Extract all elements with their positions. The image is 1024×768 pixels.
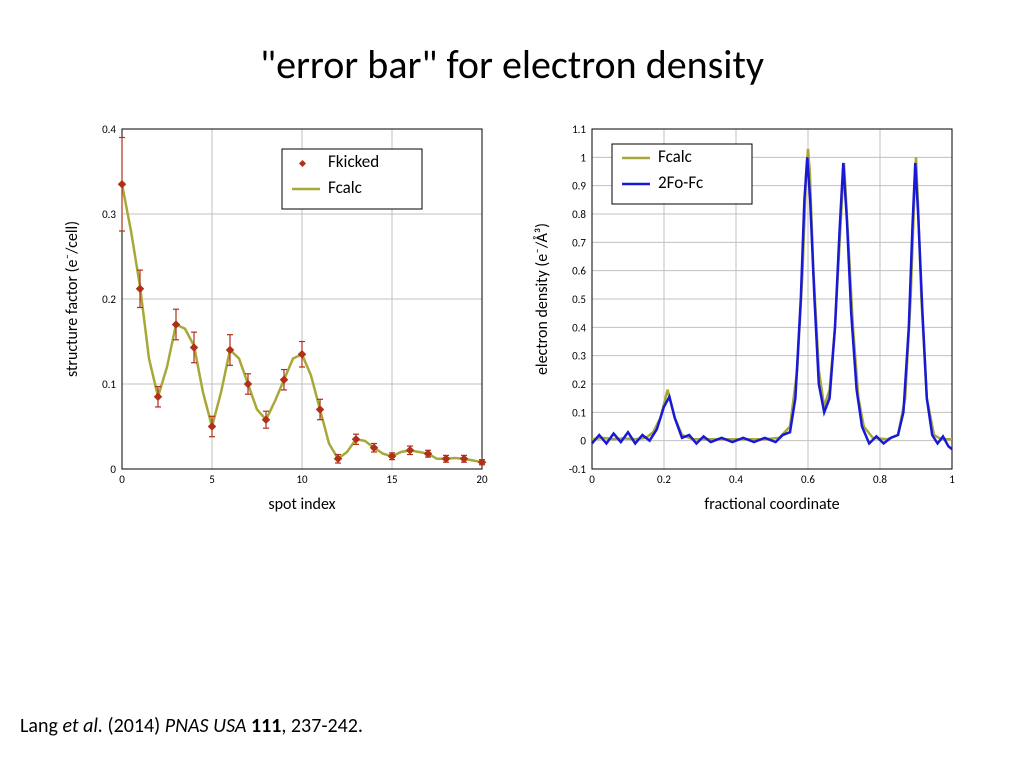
svg-text:1.1: 1.1 bbox=[572, 123, 586, 136]
svg-text:Fkicked: Fkicked bbox=[328, 151, 379, 172]
left-chart: 0 5 10 15 20 0 0.1 0.2 0.3 0.4 spot index structure… bbox=[52, 109, 502, 529]
svg-text:0.3: 0.3 bbox=[102, 208, 116, 221]
svg-text:0.2: 0.2 bbox=[572, 378, 586, 391]
svg-text:0.1: 0.1 bbox=[572, 406, 586, 419]
svg-text:15: 15 bbox=[386, 473, 397, 486]
svg-text:0: 0 bbox=[580, 435, 586, 448]
svg-text:0.8: 0.8 bbox=[572, 208, 586, 221]
citation-journal: PNAS USA bbox=[165, 714, 251, 738]
svg-text:0.1: 0.1 bbox=[102, 378, 116, 391]
citation-author: Lang bbox=[20, 714, 62, 738]
svg-text:1: 1 bbox=[949, 473, 955, 486]
citation-vol: 111 bbox=[251, 714, 281, 738]
svg-text:0.3: 0.3 bbox=[572, 350, 586, 363]
svg-text:0.4: 0.4 bbox=[572, 321, 586, 334]
svg-text:0.7: 0.7 bbox=[572, 236, 586, 249]
svg-text:0: 0 bbox=[110, 463, 116, 476]
chart-row: 0510152000.10.20.30.4spot indexstructure… bbox=[0, 109, 1024, 529]
citation: Lang et al. (2014) PNAS USA 111, 237-242… bbox=[20, 714, 363, 738]
svg-text:structure factor (e⁻/cell): structure factor (e⁻/cell) bbox=[63, 221, 82, 377]
citation-pages: , 237-242. bbox=[281, 714, 363, 738]
svg-text:5: 5 bbox=[209, 473, 215, 486]
svg-text:0.6: 0.6 bbox=[572, 265, 586, 278]
svg-text:0.4: 0.4 bbox=[729, 473, 743, 486]
svg-text:10: 10 bbox=[296, 473, 308, 486]
citation-etal: et al. bbox=[62, 714, 103, 738]
svg-text:Fcalc: Fcalc bbox=[328, 177, 362, 198]
right-chart: 00.20.40.60.81-0.100.10.20.30.40.50.60.7… bbox=[522, 109, 972, 529]
svg-text:0.4: 0.4 bbox=[102, 123, 116, 136]
svg-text:2Fo-Fc: 2Fo-Fc bbox=[658, 172, 703, 193]
svg-text:0.2: 0.2 bbox=[102, 293, 116, 306]
citation-year: (2014) bbox=[103, 714, 165, 738]
svg-text:0.8: 0.8 bbox=[873, 473, 887, 486]
svg-text:fractional coordinate: fractional coordinate bbox=[704, 495, 839, 514]
svg-text:1: 1 bbox=[580, 151, 586, 164]
svg-text:20: 20 bbox=[476, 473, 488, 486]
svg-text:0.9: 0.9 bbox=[572, 180, 586, 193]
svg-text:electron density (e⁻/Å³): electron density (e⁻/Å³) bbox=[533, 223, 552, 375]
svg-text:0.2: 0.2 bbox=[657, 473, 671, 486]
svg-text:0.5: 0.5 bbox=[572, 293, 586, 306]
svg-text:Fcalc: Fcalc bbox=[658, 146, 692, 167]
svg-text:0.6: 0.6 bbox=[801, 473, 815, 486]
svg-text:0: 0 bbox=[589, 473, 595, 486]
slide-title: "error bar" for electron density bbox=[0, 0, 1024, 109]
svg-text:spot index: spot index bbox=[268, 495, 335, 514]
svg-text:0: 0 bbox=[119, 473, 125, 486]
svg-text:-0.1: -0.1 bbox=[569, 463, 587, 476]
